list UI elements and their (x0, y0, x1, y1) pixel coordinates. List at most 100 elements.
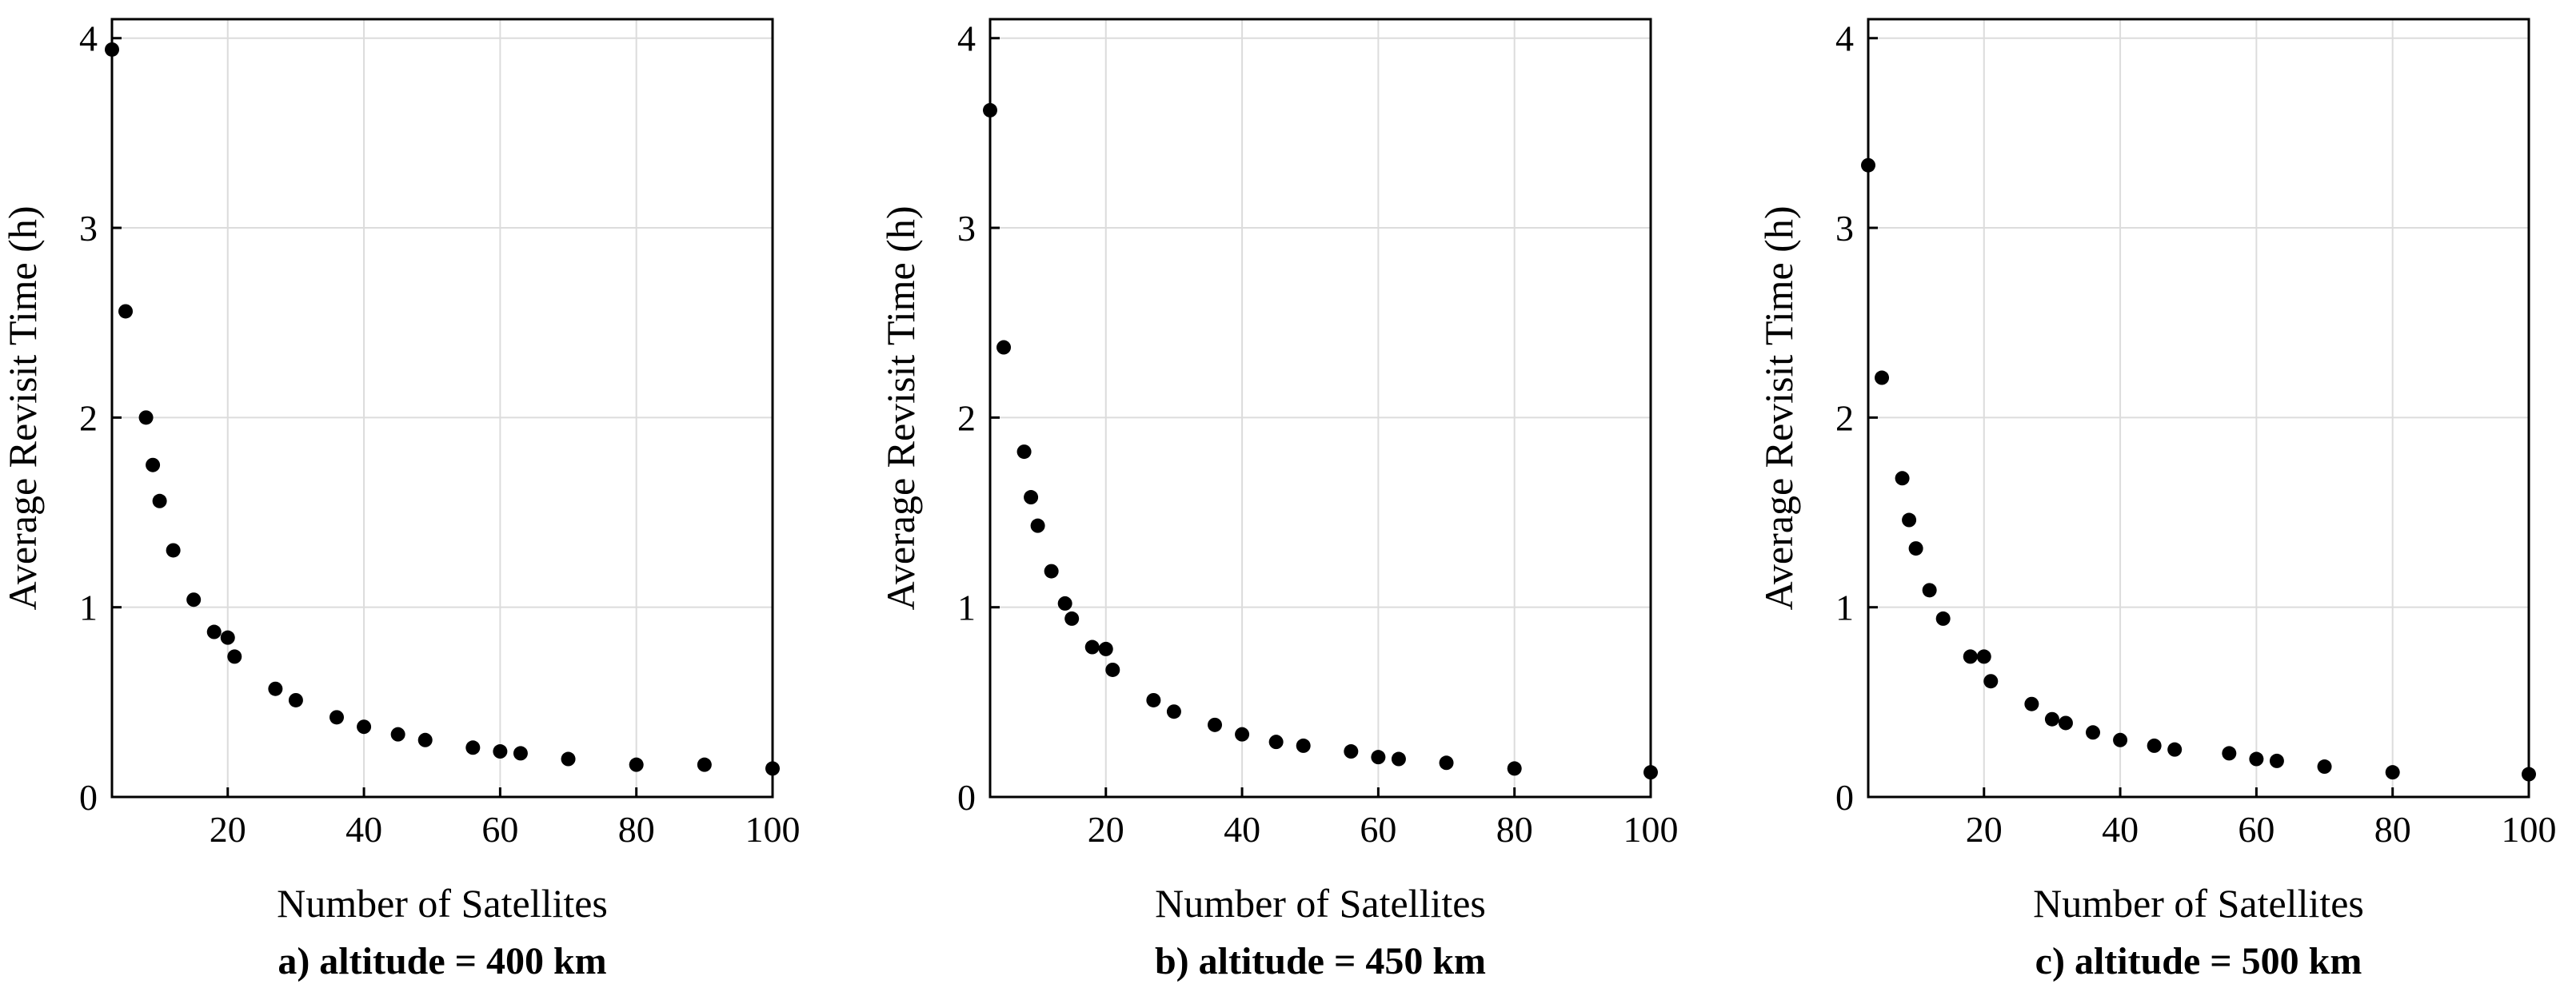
data-point (1908, 541, 1923, 556)
data-point (765, 761, 780, 776)
data-point (1105, 662, 1120, 677)
y-axis-label: Average Revisit Time (h) (1756, 206, 1801, 611)
x-tick-label: 100 (2502, 809, 2557, 850)
data-point (1391, 751, 1406, 767)
y-tick-label: 0 (1835, 777, 1854, 818)
data-point (2167, 742, 2183, 757)
y-tick-label: 1 (79, 588, 98, 628)
data-point (138, 410, 154, 425)
data-point (1084, 639, 1100, 655)
data-point (1057, 596, 1072, 611)
data-point (1439, 755, 1454, 771)
data-point (1902, 512, 1917, 528)
data-point (1371, 750, 1386, 765)
data-point (1507, 761, 1522, 776)
data-point (2086, 725, 2101, 740)
data-point (146, 457, 161, 472)
data-point (2113, 732, 2128, 747)
y-tick-label: 2 (1835, 397, 1854, 438)
y-tick-label: 0 (79, 777, 98, 818)
data-point (2385, 765, 2400, 780)
data-point (1268, 735, 1284, 750)
panel-caption: b) altitude = 450 km (1155, 940, 1486, 982)
data-point (996, 340, 1012, 355)
y-tick-label: 2 (957, 397, 976, 438)
data-point (1146, 692, 1161, 707)
data-point (2058, 715, 2073, 731)
x-tick-label: 100 (1623, 809, 1679, 850)
y-tick-label: 3 (957, 208, 976, 249)
y-tick-label: 4 (957, 18, 976, 59)
data-point (1895, 471, 1910, 486)
data-point (2024, 696, 2039, 711)
data-point (105, 42, 119, 57)
data-point (1166, 704, 1181, 719)
data-point (329, 710, 345, 725)
x-axis-label: Number of Satellites (2033, 881, 2364, 926)
data-point (513, 746, 528, 761)
chart-panel-2: 20 40 60 80 100 0 1 2 3 4 Number of Satellites Aver… (878, 18, 1679, 982)
y-axis-label: Average Revisit Time (h) (0, 206, 45, 611)
x-tick-label: 20 (210, 809, 246, 850)
data-point (2317, 759, 2332, 775)
x-tick-label: 80 (2374, 809, 2411, 850)
y-tick-label: 4 (79, 18, 98, 59)
y-tick-label: 3 (79, 208, 98, 249)
data-point (493, 744, 508, 759)
data-point (465, 740, 481, 755)
x-tick-label: 80 (618, 809, 655, 850)
plot-frame (988, 18, 1652, 799)
chart-panel-1: 20 40 60 80 100 0 1 2 3 4 Number of Satellites Aver… (0, 18, 801, 982)
data-point (561, 751, 576, 767)
plot-frame (110, 18, 774, 799)
y-tick-label: 1 (1835, 588, 1854, 628)
data-point (1024, 490, 1039, 505)
data-point (1208, 717, 1223, 732)
x-tick-label: 80 (1496, 809, 1533, 850)
data-point (1922, 583, 1937, 598)
data-point (629, 757, 644, 772)
data-point (206, 624, 222, 639)
x-tick-label: 100 (745, 809, 801, 850)
data-point (118, 304, 134, 319)
data-point (1030, 518, 1045, 533)
data-point (2044, 711, 2059, 727)
data-point (1935, 611, 1951, 626)
x-tick-label: 60 (481, 809, 518, 850)
chart-panel-3: 20 40 60 80 100 0 1 2 3 4 Number of Satellites Aver… (1756, 18, 2557, 982)
data-point (152, 493, 167, 508)
data-point (288, 692, 303, 707)
x-tick-label: 20 (1088, 809, 1124, 850)
data-point (166, 543, 181, 558)
data-point (1344, 744, 1359, 759)
data-point (2522, 767, 2536, 782)
data-point (983, 102, 997, 118)
x-tick-label: 60 (1360, 809, 1396, 850)
data-point (1064, 611, 1080, 626)
y-tick-label: 2 (79, 397, 98, 438)
y-axis-label: Average Revisit Time (h) (878, 206, 923, 611)
data-point (1296, 738, 1311, 753)
x-axis-label: Number of Satellites (277, 881, 608, 926)
data-point (1875, 370, 1890, 385)
y-tick-label: 1 (957, 588, 976, 628)
y-tick-label: 4 (1835, 18, 1854, 59)
data-point (1016, 444, 1032, 460)
data-point (268, 681, 283, 696)
panel-caption: a) altitude = 400 km (278, 940, 606, 982)
data-point (357, 719, 372, 735)
data-point (186, 592, 202, 608)
data-point (2222, 746, 2237, 761)
data-point (2147, 738, 2162, 753)
x-tick-label: 40 (1224, 809, 1260, 850)
data-point (1098, 641, 1113, 656)
x-tick-label: 20 (1966, 809, 2003, 850)
data-point (227, 649, 242, 664)
panel-caption: c) altitude = 500 km (2035, 940, 2362, 982)
data-point (220, 630, 235, 645)
data-point (417, 732, 433, 747)
plot-frame (1867, 18, 2530, 799)
x-tick-label: 40 (345, 809, 382, 850)
data-point (1976, 649, 1991, 664)
